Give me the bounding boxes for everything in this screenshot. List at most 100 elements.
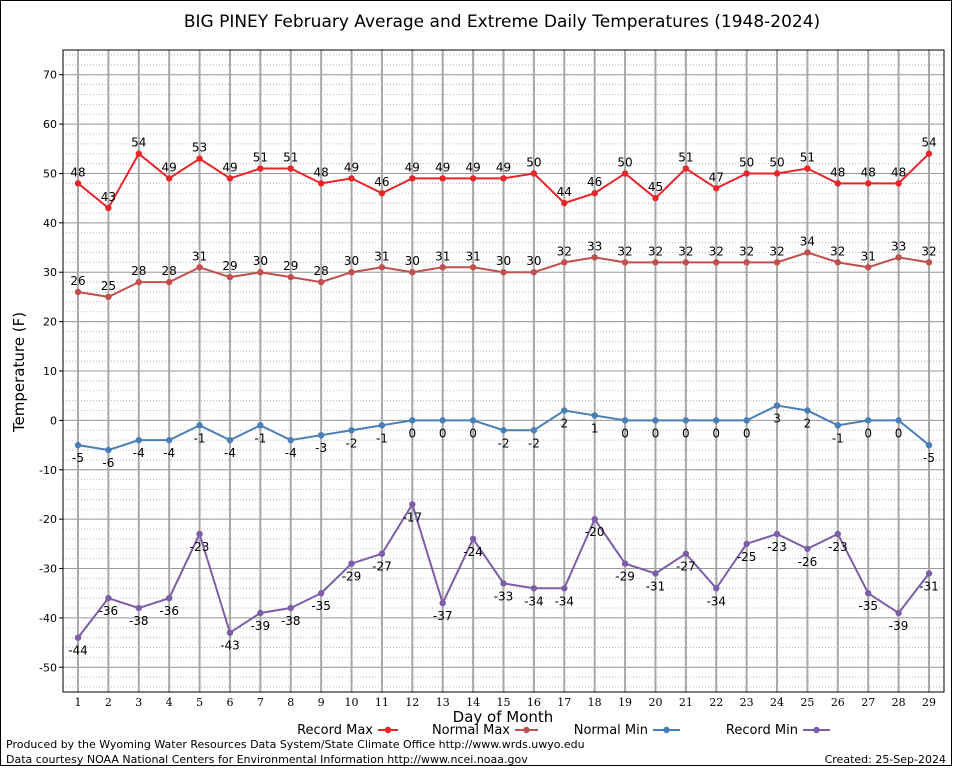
normal-min-point [773, 402, 781, 409]
normal-min-data-label: -4 [285, 446, 297, 460]
record-min-point [348, 560, 355, 567]
normal-max-data-label: 31 [465, 249, 480, 263]
record-min-data-label: -38 [281, 614, 301, 628]
record-min-data-label: -25 [737, 550, 757, 564]
record-max-data-label: 49 [162, 160, 177, 174]
normal-max-data-label: 30 [344, 254, 359, 268]
record-max-point [834, 180, 842, 187]
record-min-data-label: -36 [159, 604, 179, 618]
normal-max-data-label: 26 [70, 274, 85, 288]
record-min-data-label: -35 [311, 599, 331, 613]
normal-min-point [135, 436, 142, 444]
normal-max-point [469, 264, 477, 271]
normal-max-point [682, 259, 690, 266]
y-tick-label: 60 [43, 118, 57, 131]
y-tick-label: -30 [39, 563, 57, 576]
record-min-data-label: -44 [68, 644, 88, 658]
y-axis-label: Temperature (F) [10, 312, 28, 433]
normal-min-point [530, 427, 538, 434]
record-min-data-label: -29 [342, 570, 362, 584]
normal-max-point [925, 259, 933, 266]
record-min-data-label: -34 [524, 594, 544, 608]
record-max-data-label: 43 [101, 190, 116, 204]
record-min-data-label: -27 [676, 560, 696, 574]
x-tick-label: 29 [922, 696, 936, 709]
x-tick-label: 20 [648, 696, 662, 709]
record-min-data-label: -35 [858, 599, 878, 613]
legend-label-record-min: Record Min [726, 723, 798, 738]
normal-max-point [135, 278, 142, 286]
record-max-point [652, 194, 659, 202]
x-tick-label: 24 [770, 696, 784, 709]
normal-max-point [257, 269, 264, 276]
normal-min-point [348, 427, 355, 434]
y-tick-label: 40 [43, 217, 57, 230]
record-max-point [773, 170, 781, 177]
x-tick-label: 16 [527, 696, 541, 709]
record-max-point [865, 180, 872, 187]
record-max-point [257, 165, 264, 172]
normal-max-point [591, 254, 598, 261]
normal-max-point [834, 259, 842, 266]
record-min-point [74, 634, 82, 641]
normal-max-data-label: 30 [496, 254, 511, 268]
x-tick-label: 13 [436, 696, 450, 709]
normal-min-data-label: -1 [194, 431, 206, 445]
normal-max-point [317, 278, 325, 286]
normal-min-data-label: 2 [560, 417, 568, 431]
normal-min-point [226, 436, 234, 444]
normal-min-point [165, 436, 173, 444]
normal-max-point [621, 259, 629, 266]
normal-min-point [196, 422, 203, 429]
record-max-data-label: 51 [678, 151, 693, 165]
normal-max-data-label: 32 [709, 244, 724, 258]
y-tick-label: -20 [39, 513, 57, 526]
record-max-point [196, 155, 203, 162]
normal-min-point [561, 407, 568, 414]
normal-max-data-label: 29 [222, 259, 237, 273]
record-min-point [621, 560, 629, 567]
normal-min-point [834, 422, 842, 429]
normal-min-point [652, 417, 659, 424]
y-tick-label: -50 [39, 661, 57, 674]
normal-max-point [500, 269, 507, 276]
record-max-point [378, 190, 386, 197]
record-min-point [834, 530, 842, 538]
normal-min-data-label: 0 [743, 426, 751, 440]
record-max-point [439, 175, 446, 182]
record-min-point [469, 535, 477, 543]
x-tick-label: 19 [618, 696, 632, 709]
record-max-data-label: 46 [587, 175, 602, 189]
record-min-point [165, 594, 173, 602]
record-min-point [561, 585, 568, 592]
record-max-point [925, 150, 933, 157]
normal-min-data-label: -3 [315, 441, 327, 455]
normal-max-point [74, 288, 82, 296]
record-max-point [682, 165, 690, 172]
record-min-point [439, 599, 446, 607]
record-min-data-label: -27 [372, 560, 392, 574]
record-max-point [348, 175, 355, 182]
y-tick-label: 20 [43, 316, 57, 329]
normal-max-point [773, 259, 781, 266]
normal-max-data-label: 32 [648, 244, 663, 258]
record-max-data-label: 51 [283, 151, 298, 165]
x-tick-label: 9 [318, 696, 325, 709]
record-max-data-label: 44 [557, 185, 572, 199]
normal-min-data-label: 1 [591, 421, 599, 435]
normal-min-point [378, 422, 386, 429]
record-min-point [287, 604, 294, 612]
normal-max-data-label: 25 [101, 279, 116, 293]
normal-min-data-label: 0 [682, 426, 690, 440]
normal-min-data-label: -5 [923, 451, 935, 465]
normal-min-data-label: 0 [469, 426, 477, 440]
record-min-data-label: -36 [99, 604, 119, 618]
record-min-point [317, 590, 325, 597]
record-min-data-label: -23 [190, 540, 210, 554]
normal-max-data-label: 31 [374, 249, 389, 263]
x-tick-label: 14 [466, 696, 480, 709]
record-min-point [226, 629, 234, 636]
normal-min-data-label: 0 [652, 426, 660, 440]
record-min-point [378, 550, 386, 557]
